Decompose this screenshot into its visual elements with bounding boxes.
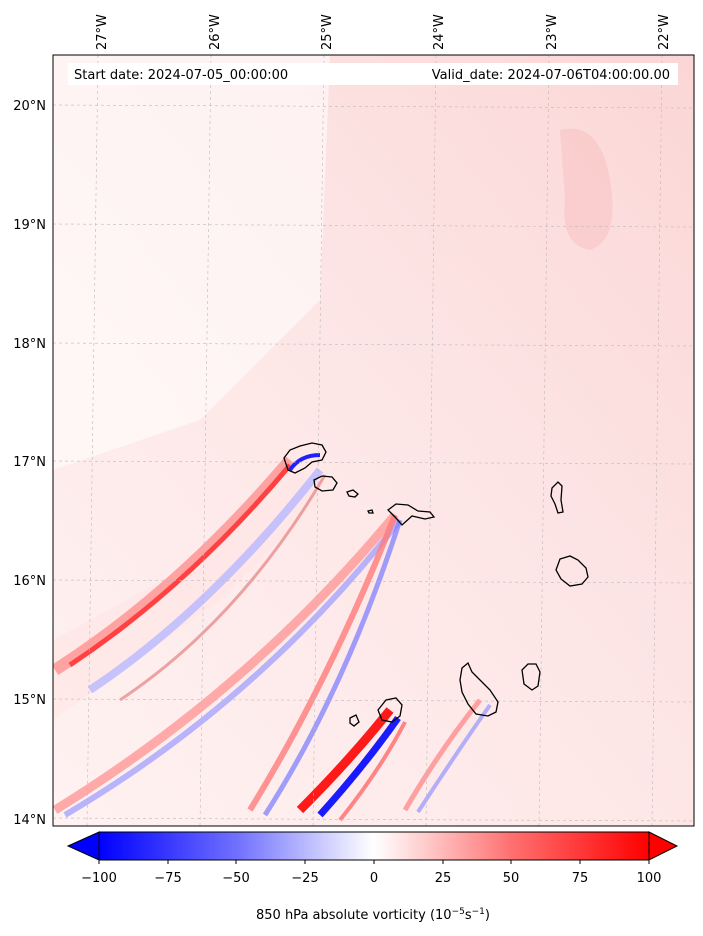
island-maio: [521, 663, 541, 691]
colorbar-tick-label: −50: [222, 871, 249, 886]
colorbar-tick-label: 75: [572, 871, 589, 886]
colorbar-ticks: [98, 860, 650, 864]
negative-vorticity-streak: [317, 715, 401, 818]
vorticity-band: [53, 470, 320, 720]
island-santo-antao: [283, 442, 327, 474]
lon-tick-label: 26°W: [208, 14, 223, 50]
positive-vorticity-streak: [247, 513, 398, 812]
island-brava: [349, 714, 360, 727]
island-islet: [367, 509, 374, 514]
colorbar-axis-label: 850 hPa absolute vorticity (10−5s−1): [256, 907, 490, 923]
colorbar-tick-label: −100: [81, 871, 117, 886]
island-outlines: [283, 442, 589, 727]
island-santiago: [459, 661, 499, 717]
negative-vorticity-streak: [63, 518, 403, 818]
negative-vorticity-streak: [262, 519, 403, 817]
lat-tick-label: 16°N: [13, 574, 46, 589]
lon-tick-label: 27°W: [95, 14, 110, 50]
colorbar-min-extend: [66, 831, 100, 861]
negative-vorticity-streak: [87, 467, 324, 694]
lat-tick-label: 14°N: [13, 813, 46, 828]
island-sao-vicente: [313, 475, 338, 492]
island-boa-vista: [555, 555, 589, 587]
positive-vorticity-streak: [402, 698, 482, 812]
lat-tick-label: 17°N: [13, 455, 46, 470]
colorbar-body: [98, 831, 650, 861]
island-santa-luzia: [346, 489, 359, 498]
colorbar-tick-label: −25: [291, 871, 318, 886]
low-vorticity-region: [53, 55, 330, 470]
latitude-labels: 20°N 19°N 18°N 17°N 16°N 15°N 14°N: [13, 99, 46, 828]
colorbar-max-extend: [648, 831, 679, 861]
colorbar-tick-label: 0: [370, 871, 378, 886]
map-frame: [52, 54, 695, 827]
lon-tick-label: 22°W: [657, 14, 672, 50]
longitude-labels: 27°W 26°W 25°W 24°W 23°W 22°W: [95, 14, 672, 50]
island-fogo: [377, 697, 403, 723]
lat-tick-label: 18°N: [13, 337, 46, 352]
positive-vorticity-streak: [53, 456, 295, 676]
positive-vorticity-streak: [53, 512, 399, 814]
vorticity-patch: [560, 128, 613, 250]
positive-vorticity-streak: [68, 463, 292, 668]
positive-vorticity-streak: [119, 474, 327, 702]
valid-date-label: Valid_date: 2024-07-06T04:00:00.00: [432, 68, 670, 83]
header-box: [68, 63, 678, 85]
lon-tick-label: 23°W: [545, 14, 560, 50]
island-sao-nicolau: [387, 503, 436, 526]
negative-vorticity-streak: [288, 453, 321, 472]
lat-tick-label: 19°N: [13, 218, 46, 233]
start-date-label: Start date: 2024-07-05_00:00:00: [74, 68, 288, 83]
colorbar-tick-label: 50: [503, 871, 520, 886]
map-area: [53, 55, 694, 826]
lat-tick-label: 20°N: [13, 99, 46, 114]
colorbar-tick-label: 100: [637, 871, 662, 886]
colorbar-tick-label: 25: [435, 871, 452, 886]
graticule: [53, 55, 694, 826]
lon-tick-label: 25°W: [320, 14, 335, 50]
lat-tick-label: 15°N: [13, 693, 46, 708]
island-sal: [550, 481, 564, 514]
positive-vorticity-streak: [296, 707, 394, 814]
colorbar-tick-label: −75: [154, 871, 181, 886]
colorbar: −100 −75 −50 −25 0 25 50 75 100 850 hPa …: [66, 831, 679, 923]
positive-vorticity-streak: [338, 721, 407, 822]
lon-tick-label: 24°W: [432, 14, 447, 50]
